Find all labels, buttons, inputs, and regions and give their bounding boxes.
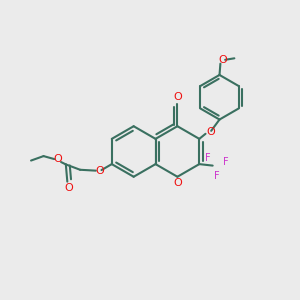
Text: F: F: [214, 171, 220, 181]
Text: O: O: [173, 178, 182, 188]
Text: F: F: [223, 157, 228, 167]
Text: O: O: [53, 154, 62, 164]
Text: O: O: [64, 183, 73, 193]
Text: O: O: [218, 55, 227, 65]
Text: F: F: [205, 153, 210, 163]
Text: O: O: [206, 127, 215, 137]
Text: O: O: [95, 166, 104, 176]
Text: O: O: [173, 92, 182, 102]
